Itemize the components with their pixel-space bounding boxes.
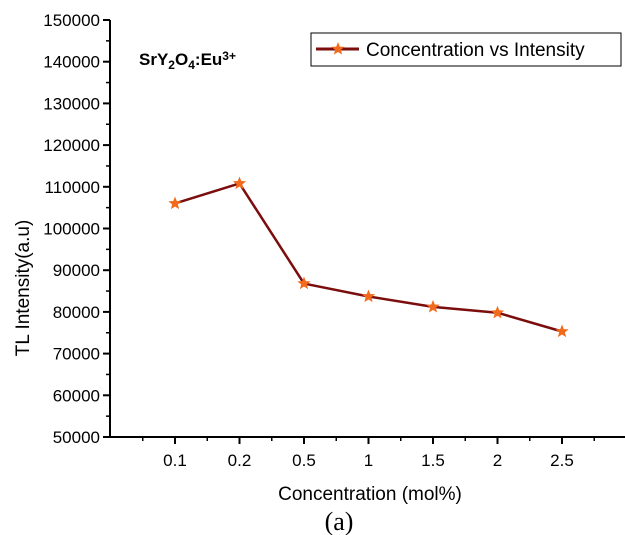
figure-caption: (a) [325, 507, 354, 535]
legend-box [310, 32, 622, 67]
data-point-star [555, 324, 569, 338]
y-tick-label: 70000 [53, 345, 100, 364]
y-tick-label: 50000 [53, 428, 100, 447]
data-point-star [297, 276, 311, 290]
y-tick-label: 100000 [43, 220, 100, 239]
plot-frame [109, 20, 625, 438]
data-point-star [168, 196, 182, 210]
legend-marker [331, 42, 345, 55]
series-line [174, 182, 563, 333]
x-axis-ticks: 0.1 0.2 0.5 1 1.5 2 2.5 [142, 437, 595, 470]
data-point-star [232, 176, 247, 190]
y-tick-label: 60000 [53, 386, 100, 405]
series-layer [168, 176, 569, 338]
x-tick-label: 2 [493, 451, 502, 470]
data-point-star [361, 289, 376, 303]
x-tick-label: 0.2 [228, 451, 252, 470]
x-tick-label: 1 [364, 451, 373, 470]
x-tick-label: 1.5 [421, 451, 445, 470]
y-axis-ticks: 50000 60000 70000 80000 90000 100000 110000 120… [43, 11, 110, 447]
y-tick-label: 80000 [53, 303, 100, 322]
x-tick-label: 0.1 [163, 451, 187, 470]
y-tick-label: 90000 [53, 261, 100, 280]
y-tick-label: 140000 [43, 53, 100, 72]
y-tick-label: 130000 [43, 94, 100, 113]
y-tick-label: 150000 [43, 11, 100, 30]
x-tick-label: 2.5 [550, 451, 574, 470]
legend: Concentration vs Intensity [310, 32, 622, 67]
x-axis-title: Concentration (mol%) [278, 484, 462, 505]
data-point-star [426, 299, 440, 313]
data-point-star [490, 305, 505, 319]
x-tick-label: 0.5 [292, 451, 316, 470]
y-tick-label: 110000 [45, 178, 100, 197]
y-axis-title: TL Intensity(a.u) [13, 220, 34, 357]
legend-label: Concentration vs Intensity [366, 40, 585, 61]
material-annotation: SrY2O4:Eu3+ [139, 49, 236, 72]
y-tick-label: 120000 [43, 136, 100, 155]
